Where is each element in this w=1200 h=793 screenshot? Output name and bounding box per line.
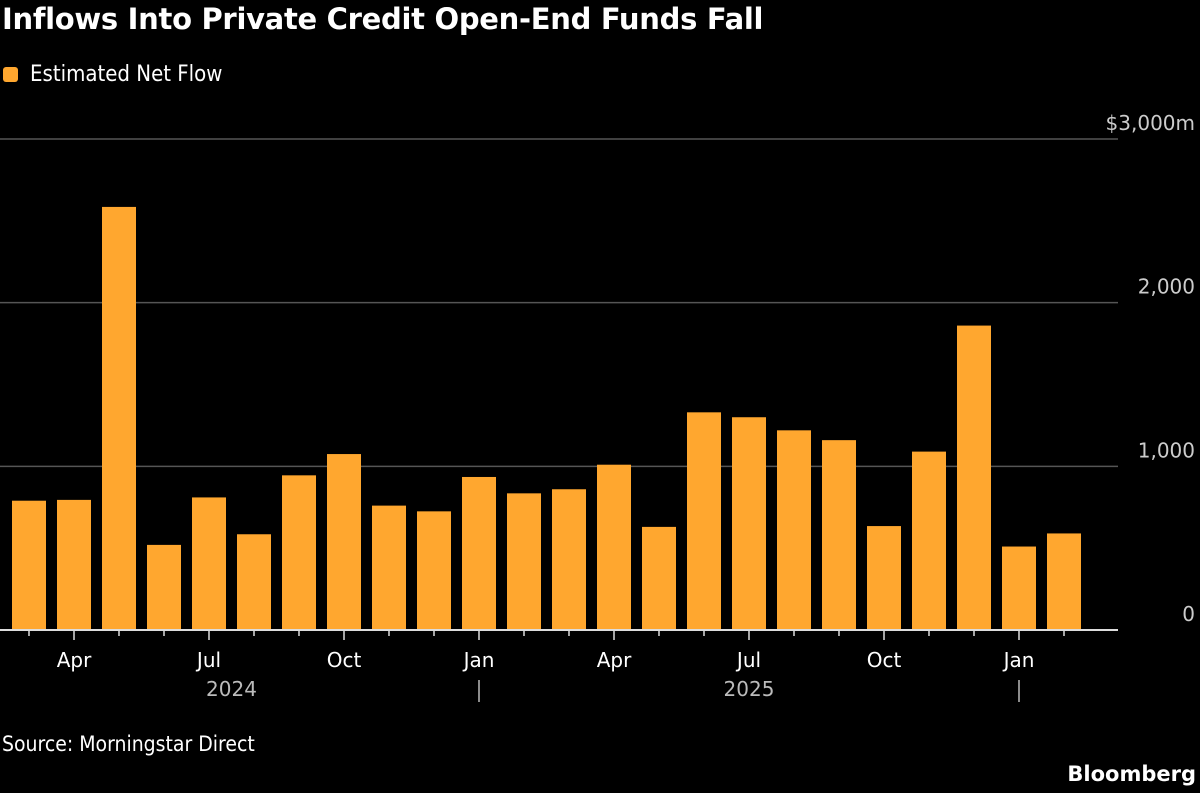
bar (1047, 533, 1081, 630)
bar (822, 440, 856, 630)
bar (282, 475, 316, 630)
bloomberg-logo: Bloomberg (1067, 762, 1196, 786)
x-tick-label: Jan (1002, 648, 1035, 672)
x-tick-label: Oct (327, 648, 362, 672)
bar (102, 206, 136, 630)
bar (777, 430, 811, 630)
bar (327, 454, 361, 630)
bar (687, 412, 721, 630)
y-tick-label: 0 (1182, 602, 1195, 626)
bar (642, 526, 676, 630)
bar (552, 489, 586, 630)
chart-title: Inflows Into Private Credit Open-End Fun… (2, 2, 764, 36)
bar (1002, 546, 1036, 630)
source-note: Source: Morningstar Direct (2, 732, 255, 756)
y-tick-label: $3,000m (1106, 111, 1195, 135)
bar (147, 544, 181, 630)
bar (507, 493, 541, 630)
legend-swatch (3, 67, 18, 82)
bar (912, 451, 946, 630)
x-tick-label: Oct (867, 648, 902, 672)
x-tick-label: Jul (195, 648, 221, 672)
bar (237, 534, 271, 630)
year-label: 2025 (724, 677, 775, 701)
x-tick-label: Jul (735, 648, 761, 672)
bar (12, 500, 46, 630)
x-tick-label: Jan (462, 648, 495, 672)
year-label: 2024 (206, 677, 257, 701)
legend: Estimated Net Flow (3, 62, 222, 87)
x-tick-label: Apr (57, 648, 92, 672)
bar (462, 476, 496, 630)
y-tick-label: 1,000 (1138, 438, 1195, 462)
bar (372, 505, 406, 630)
bar (957, 325, 991, 630)
y-tick-label: 2,000 (1138, 275, 1195, 299)
bar (192, 497, 226, 630)
x-tick-label: Apr (597, 648, 632, 672)
bar (57, 499, 91, 630)
bar (732, 417, 766, 630)
bar (867, 526, 901, 630)
bar (417, 511, 451, 630)
legend-label: Estimated Net Flow (30, 62, 223, 87)
bar (597, 464, 631, 630)
